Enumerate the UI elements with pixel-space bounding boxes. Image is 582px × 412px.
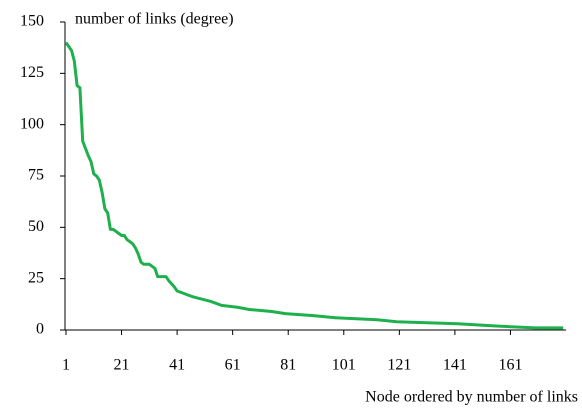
x-tick-label: 101 [332,357,356,374]
x-tick-label: 161 [498,357,522,374]
x-axis-label: Node ordered by number of links [365,389,578,406]
y-tick-label: 125 [20,64,44,81]
line-series [64,41,564,330]
x-tick-label: 41 [169,357,185,374]
x-tick-label: 81 [280,357,296,374]
x-tick-label: 61 [225,357,241,374]
x-tick-label: 1 [62,357,70,374]
y-axis-label: number of links (degree) [75,11,234,28]
y-tick-label: 0 [36,321,44,338]
x-tick-label: 141 [443,357,467,374]
x-tick-label: 121 [387,357,411,374]
y-tick-label: 50 [28,218,44,235]
y-tick-label: 150 [20,13,44,30]
y-tick-label: 100 [20,115,44,132]
y-tick-label: 75 [28,167,44,184]
x-tick-label: 21 [114,357,130,374]
y-tick-label: 25 [28,269,44,286]
